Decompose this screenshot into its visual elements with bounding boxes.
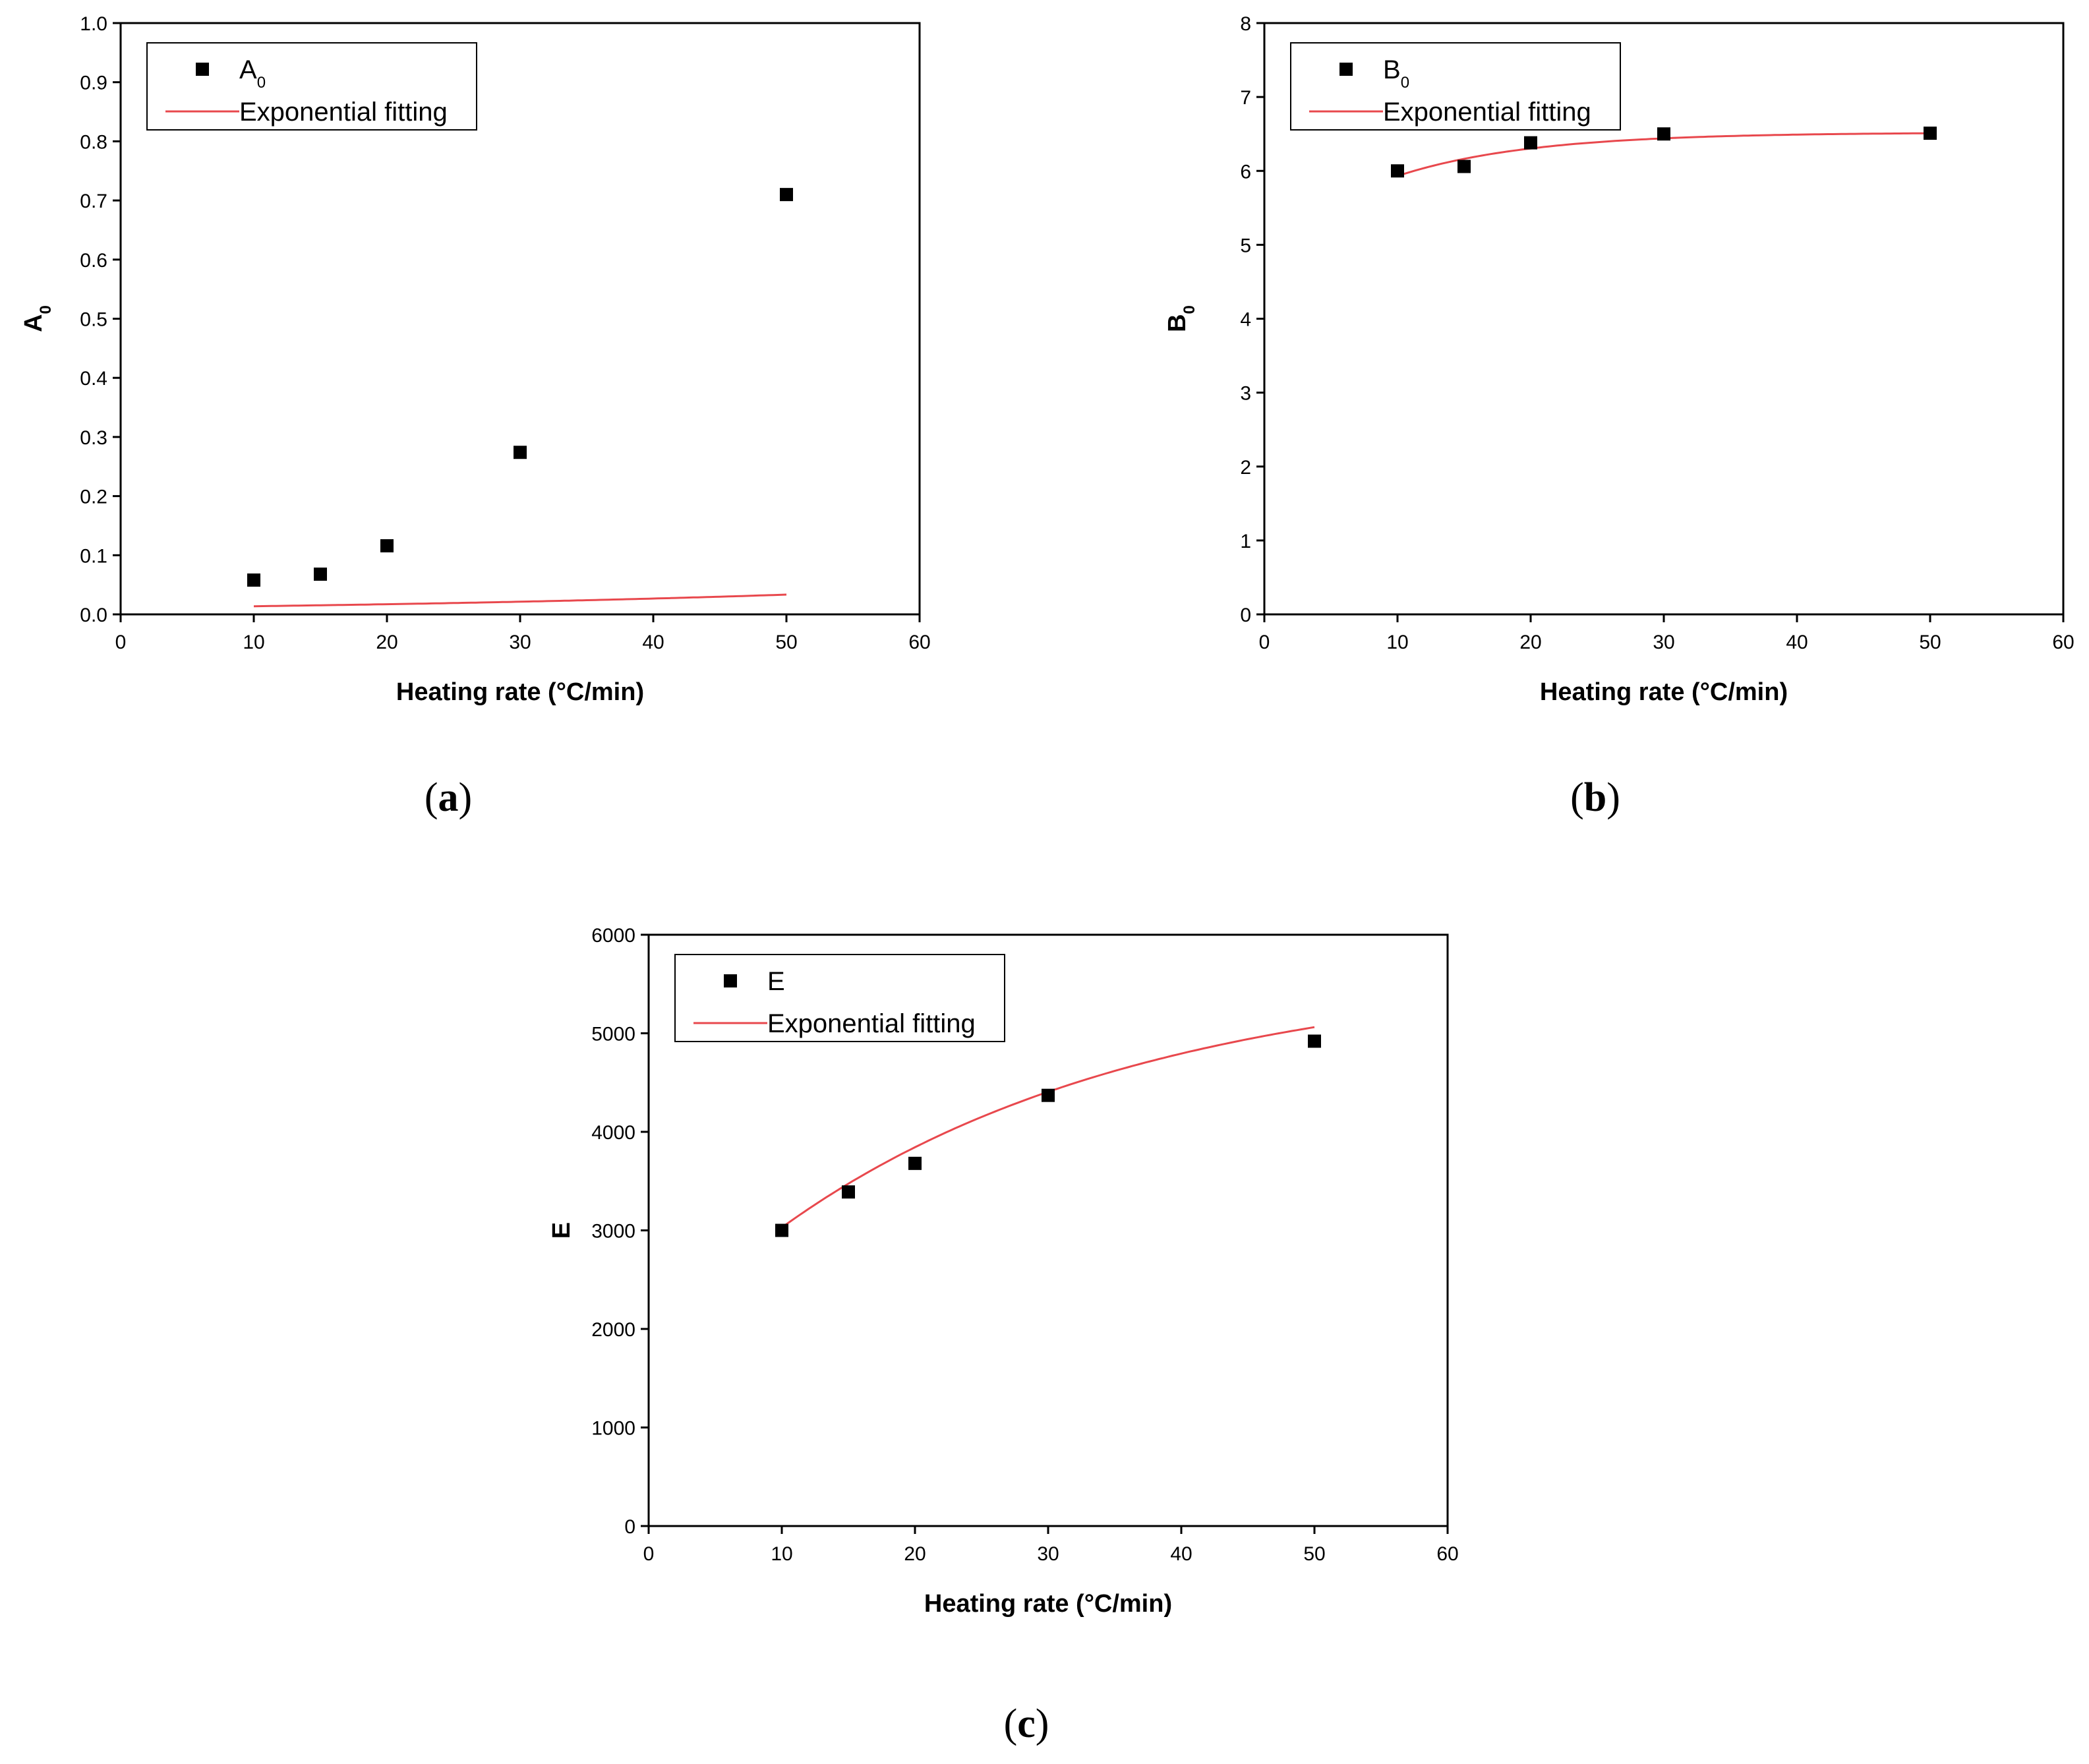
x-tick-label: 20	[904, 1543, 926, 1565]
x-axis-title: Heating rate (°C/min)	[924, 1590, 1172, 1618]
y-tick-label: 0	[624, 1516, 635, 1538]
y-tick-label: 2	[1240, 457, 1251, 479]
y-tick-label: 0.1	[80, 545, 107, 567]
legend-label-fit: Exponential fitting	[239, 98, 448, 127]
data-point	[314, 568, 327, 581]
x-tick-label: 50	[775, 632, 797, 653]
legend-label-fit: Exponential fitting	[1383, 98, 1591, 127]
x-axis-title: Heating rate (°C/min)	[396, 678, 644, 706]
y-tick-label: 0.9	[80, 73, 107, 94]
x-tick-label: 20	[1519, 632, 1541, 653]
legend-box	[674, 954, 1005, 1042]
y-tick-label: 5000	[591, 1024, 635, 1045]
y-tick-label: 8	[1240, 13, 1251, 35]
legend: A0 Exponential fitting	[146, 42, 477, 131]
x-tick-label: 30	[1653, 632, 1674, 653]
legend-marker-symbol	[196, 63, 209, 76]
y-tick-label: 6	[1240, 161, 1251, 183]
data-point	[1042, 1088, 1055, 1102]
x-tick-label: 10	[771, 1543, 792, 1565]
legend-label-data: E	[767, 967, 785, 996]
x-tick-label: 0	[643, 1543, 655, 1565]
x-tick-label: 40	[642, 632, 664, 653]
panel-label: (b)	[1570, 775, 1620, 820]
data-point	[380, 539, 394, 552]
x-tick-label: 50	[1303, 1543, 1325, 1565]
y-tick-label: 7	[1240, 87, 1251, 109]
panel-label: (a)	[425, 775, 472, 820]
legend: B0 Exponential fitting	[1290, 42, 1621, 131]
y-tick-label: 3	[1240, 383, 1251, 405]
y-tick-label: 3000	[591, 1221, 635, 1243]
y-tick-label: 4000	[591, 1122, 635, 1144]
legend-label-data: B0	[1383, 55, 1409, 92]
x-tick-label: 10	[1386, 632, 1408, 653]
fit-curve	[253, 593, 787, 608]
x-tick-label: 0	[115, 632, 127, 653]
data-point	[247, 573, 260, 587]
legend-box	[146, 42, 477, 131]
x-tick-label: 60	[908, 632, 930, 653]
y-tick-label: 0.4	[80, 368, 107, 390]
y-tick-label: 2000	[591, 1319, 635, 1341]
x-tick-label: 50	[1919, 632, 1941, 653]
y-axis-title: A0	[20, 305, 55, 332]
y-tick-label: 1000	[591, 1418, 635, 1440]
x-tick-label: 40	[1786, 632, 1808, 653]
data-point	[1524, 136, 1537, 150]
y-tick-label: 1.0	[80, 13, 107, 35]
data-point	[1657, 127, 1670, 141]
y-tick-label: 0.7	[80, 191, 107, 212]
fit-curve	[781, 1026, 1315, 1229]
y-tick-label: 0.3	[80, 427, 107, 449]
data-point	[1308, 1034, 1321, 1048]
y-tick-label: 0.8	[80, 131, 107, 153]
x-tick-label: 60	[1436, 1543, 1458, 1565]
legend-label-data: A0	[239, 55, 266, 92]
y-axis-title: B0	[1163, 305, 1198, 332]
x-axis-title: Heating rate (°C/min)	[1540, 678, 1788, 706]
data-point	[842, 1185, 855, 1199]
legend-label-fit: Exponential fitting	[767, 1009, 976, 1038]
data-point	[1391, 164, 1404, 178]
data-point	[1924, 127, 1937, 140]
legend-marker-symbol	[1339, 63, 1353, 76]
y-tick-label: 6000	[591, 925, 635, 947]
x-tick-label: 0	[1259, 632, 1270, 653]
data-point	[775, 1223, 788, 1237]
y-tick-label: 5	[1240, 235, 1251, 256]
y-tick-label: 0.0	[80, 604, 107, 626]
y-tick-label: 0.5	[80, 309, 107, 331]
y-tick-label: 0	[1240, 604, 1251, 626]
legend: E Exponential fitting	[674, 954, 1005, 1042]
legend-box	[1290, 42, 1621, 131]
x-tick-label: 10	[243, 632, 264, 653]
chart-panel-a: 0 10 20 30 40 50 60 0.0 0.1 0.2 0.3 0.4 0.5 0.6 0.7 0.8…	[20, 13, 931, 820]
y-tick-label: 4	[1240, 309, 1251, 331]
x-tick-label: 30	[509, 632, 531, 653]
y-tick-label: 0.2	[80, 486, 107, 508]
chart-panel-b: 0 10 20 30 40 50 60 0 1 2 3 4 5 6 7 8 Heating rate (°C/m…	[1163, 13, 2074, 820]
chart-panel-c: 0 10 20 30 40 50 60 0 1000 2000 3000 4000 5000 6000 He…	[548, 925, 1459, 1746]
x-tick-label: 20	[376, 632, 397, 653]
y-axis-title: E	[548, 1222, 575, 1239]
data-point	[514, 446, 527, 459]
y-tick-label: 0.6	[80, 250, 107, 272]
panel-label: (c)	[1004, 1701, 1049, 1746]
data-point	[908, 1156, 922, 1170]
data-point	[1457, 160, 1471, 173]
legend-marker-symbol	[724, 974, 737, 987]
data-point	[780, 188, 793, 202]
x-tick-label: 60	[2052, 632, 2074, 653]
x-tick-label: 40	[1170, 1543, 1192, 1565]
x-tick-label: 30	[1037, 1543, 1059, 1565]
y-tick-label: 1	[1240, 531, 1251, 552]
